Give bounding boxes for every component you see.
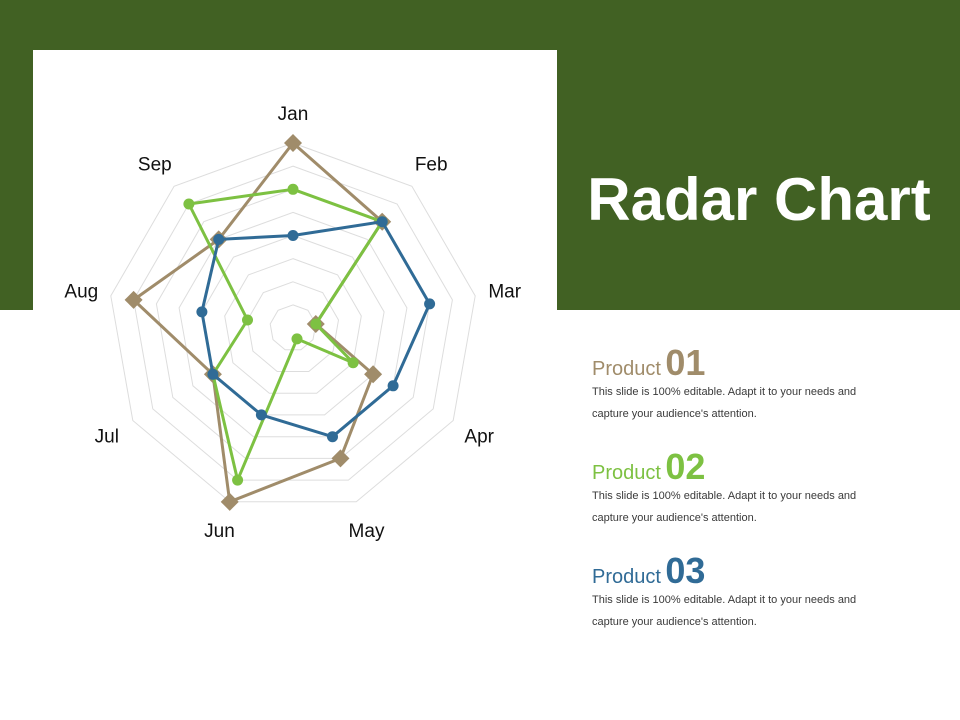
axis-label: Mar [488, 282, 521, 303]
legend-product-03: Product 03 This slide is 100% editable. … [592, 553, 912, 633]
legend-word: Product [592, 462, 661, 484]
legend-word: Product [592, 566, 661, 588]
data-point [287, 183, 299, 195]
axis-label: Sep [138, 154, 172, 175]
data-point [331, 449, 350, 468]
data-point [291, 333, 303, 345]
legend-description: This slide is 100% editable. Adapt it to… [592, 594, 857, 628]
data-point [347, 357, 359, 369]
grid-ring [133, 165, 453, 481]
legend-number: 02 [665, 446, 706, 487]
series-line [132, 141, 384, 504]
series-line [200, 220, 432, 439]
data-point [220, 492, 239, 511]
legend-heading: Product 02 [592, 449, 912, 485]
legend-heading: Product 01 [592, 345, 912, 381]
grid-ring [178, 211, 408, 438]
data-point [287, 230, 299, 241]
data-point [232, 474, 244, 486]
data-point [183, 198, 195, 210]
legend-description: This slide is 100% editable. Adapt it to… [592, 386, 857, 420]
legend-product-01: Product 01 This slide is 100% editable. … [592, 345, 912, 425]
data-point [310, 318, 322, 330]
data-point [196, 306, 208, 318]
legend-heading: Product 03 [592, 553, 912, 589]
chart-panel [33, 50, 557, 720]
series-line [187, 187, 384, 482]
data-point [284, 134, 302, 152]
data-point [424, 298, 436, 310]
data-point [376, 216, 388, 228]
axis-labels: Jan Feb Mar Apr May Jun Jul Aug Sep [64, 104, 521, 542]
axis-label: Apr [464, 427, 494, 448]
grid-ring [110, 142, 476, 503]
data-point [255, 409, 267, 421]
axis-label: May [349, 521, 385, 542]
radar-series [124, 134, 436, 511]
legend-number: 03 [665, 550, 706, 591]
grid-ring [155, 188, 431, 459]
page-title: Radar Chart [587, 166, 931, 233]
legend-description: This slide is 100% editable. Adapt it to… [592, 490, 857, 524]
series-2 [183, 183, 388, 486]
legend-number: 01 [665, 342, 706, 383]
axis-label: Jan [278, 104, 309, 125]
grid-ring [201, 234, 385, 416]
data-point [387, 380, 399, 392]
data-point [364, 365, 383, 384]
data-point [327, 431, 338, 443]
grid-ring [246, 281, 340, 372]
series-3 [196, 216, 436, 443]
axis-label: Feb [415, 154, 448, 175]
series-1 [124, 134, 392, 511]
legend-word: Product [592, 358, 661, 380]
data-point [124, 290, 143, 309]
data-point [213, 233, 225, 245]
axis-label: Jun [204, 521, 235, 542]
data-point [207, 368, 219, 380]
axis-label: Aug [64, 282, 98, 303]
legend-product-02: Product 02 This slide is 100% editable. … [592, 449, 912, 529]
axis-label: Jul [95, 427, 119, 448]
data-point [242, 314, 253, 326]
